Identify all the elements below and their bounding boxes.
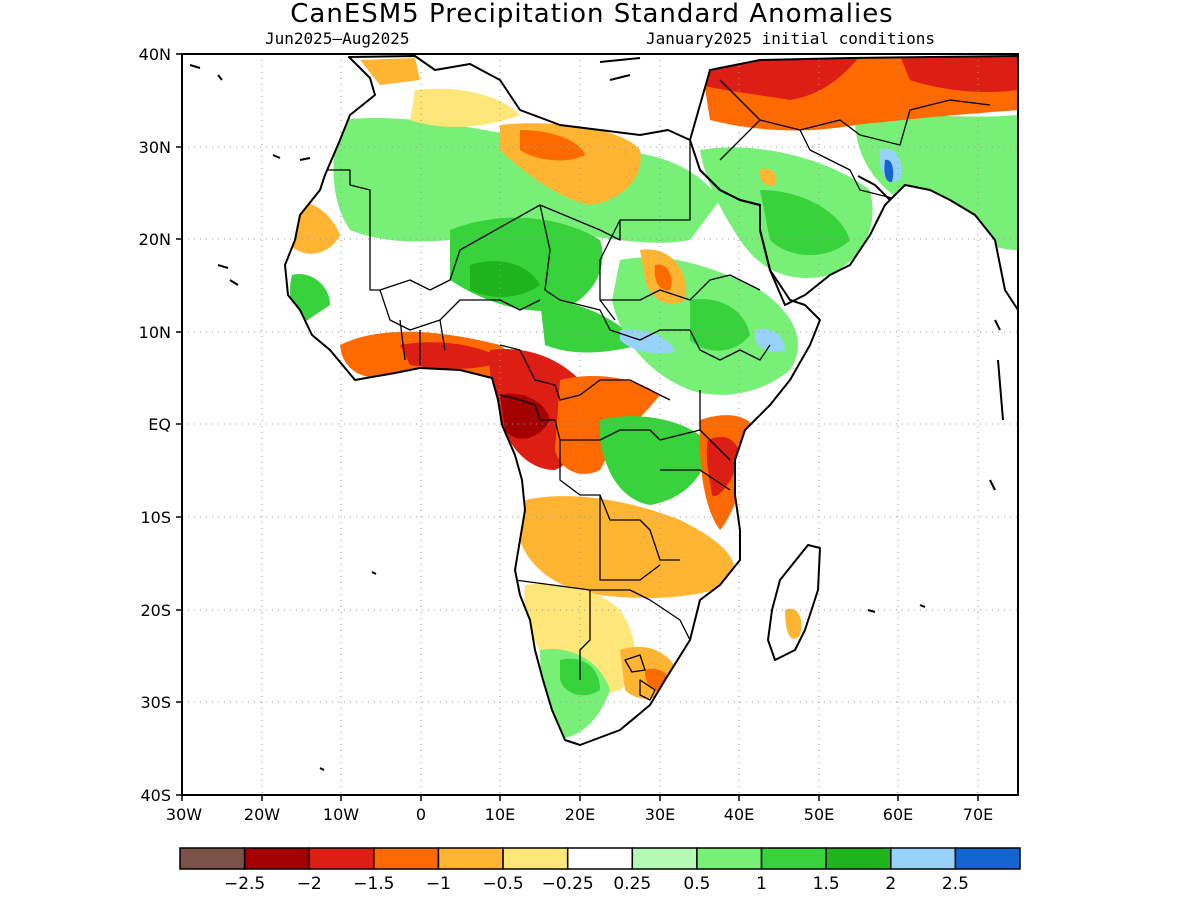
- colorbar-swatch: [760, 847, 827, 870]
- lon-label-10w: 10W: [323, 805, 359, 824]
- longitude-labels: 30W 20W 10W 0 10E 20E 30E 40E 50E 60E 70…: [166, 805, 993, 824]
- colorbar-label: −0.25: [542, 874, 594, 894]
- colorbar-swatch: [243, 847, 310, 870]
- colorbar-swatch: [373, 847, 440, 870]
- colorbar-label: −1.5: [353, 874, 394, 894]
- lon-label-40e: 40E: [724, 805, 754, 824]
- country-borders: [328, 79, 991, 701]
- latitude-labels: 40N 30N 20N 10N EQ 10S 20S 30S 40S: [139, 45, 171, 805]
- anomaly-field: [285, 56, 1018, 745]
- graticule: [182, 54, 1018, 795]
- lon-label-30w: 30W: [166, 805, 202, 824]
- lat-label-20s: 20S: [140, 601, 171, 620]
- lon-label-10e: 10E: [485, 805, 515, 824]
- coastlines: [189, 55, 1018, 771]
- colorbar-swatch: [566, 847, 634, 870]
- colorbar-swatch: [179, 847, 246, 870]
- axis-tick-marks: [176, 53, 979, 801]
- colorbar-label: −2: [297, 874, 322, 894]
- lon-label-50e: 50E: [804, 805, 834, 824]
- lat-label-30n: 30N: [139, 138, 171, 157]
- init-subtitle: January2025 initial conditions: [646, 29, 935, 48]
- colorbar-label: 0.25: [613, 874, 651, 894]
- lon-label-60e: 60E: [883, 805, 913, 824]
- lat-label-10s: 10S: [140, 508, 171, 527]
- figure-title: CanESM5 Precipitation Standard Anomalies: [290, 0, 893, 29]
- lon-label-20w: 20W: [244, 805, 280, 824]
- colorbar-label: −2.5: [224, 874, 265, 894]
- colorbar-swatch: [437, 847, 504, 870]
- colorbar-swatch: [308, 847, 375, 870]
- period-subtitle: Jun2025–Aug2025: [265, 29, 410, 48]
- colorbar-swatch: [696, 847, 763, 870]
- colorbar: [179, 847, 1021, 870]
- lat-label-10n: 10N: [139, 323, 171, 342]
- colorbar-label: 1.5: [813, 874, 840, 894]
- colorbar-swatch: [631, 847, 698, 870]
- colorbar-label: −0.5: [482, 874, 523, 894]
- colorbar-swatch: [502, 847, 569, 870]
- colorbar-label: −1: [426, 874, 451, 894]
- colorbar-label: 2: [885, 874, 896, 894]
- lat-label-40s: 40S: [140, 786, 171, 805]
- colorbar-label: 2.5: [942, 874, 969, 894]
- colorbar-label: 0.5: [683, 874, 710, 894]
- colorbar-labels: −2.5 −2 −1.5 −1 −0.5 −0.25 0.25 0.5 1 1.…: [224, 874, 969, 894]
- colorbar-swatch: [825, 847, 892, 870]
- colorbar-swatch: [890, 847, 957, 870]
- lon-label-30e: 30E: [645, 805, 675, 824]
- lat-label-20n: 20N: [139, 230, 171, 249]
- lon-label-0: 0: [416, 805, 426, 824]
- lon-label-70e: 70E: [963, 805, 993, 824]
- colorbar-swatch: [954, 847, 1021, 870]
- lat-label-40n: 40N: [139, 45, 171, 64]
- colorbar-label: 1: [756, 874, 767, 894]
- lat-label-30s: 30S: [140, 693, 171, 712]
- lon-label-20e: 20E: [565, 805, 595, 824]
- lat-label-eq: EQ: [148, 415, 171, 434]
